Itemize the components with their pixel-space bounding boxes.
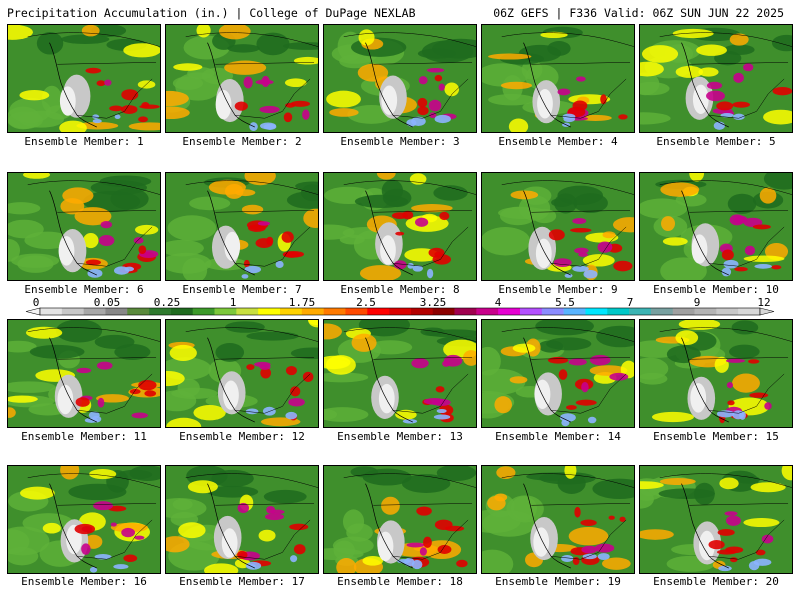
ensemble-map-panel bbox=[639, 319, 793, 428]
ensemble-member-label: Ensemble Member: 9 bbox=[498, 283, 618, 296]
precipitation-colorbar: 0 0.05 0.25 1 1.75 2.5 3.25 4 5.5 7 9 12 bbox=[25, 297, 775, 316]
ensemble-member-label: Ensemble Member: 3 bbox=[340, 135, 460, 148]
ensemble-member-label: Ensemble Member: 2 bbox=[182, 135, 302, 148]
ensemble-map-panel bbox=[7, 24, 161, 133]
ensemble-member-label: Ensemble Member: 15 bbox=[653, 430, 779, 443]
colorbar-swatch bbox=[476, 308, 499, 315]
colorbar-swatch bbox=[389, 308, 412, 315]
colorbar-swatch bbox=[214, 308, 237, 315]
ensemble-map-panel bbox=[323, 172, 477, 281]
colorbar-tick-label: 7 bbox=[627, 297, 634, 309]
ensemble-member-label: Ensemble Member: 4 bbox=[498, 135, 618, 148]
ensemble-map-panel bbox=[7, 319, 161, 428]
ensemble-member-label: Ensemble Member: 13 bbox=[337, 430, 463, 443]
colorbar-swatch bbox=[650, 308, 674, 315]
ensemble-member-label: Ensemble Member: 18 bbox=[337, 575, 463, 588]
ensemble-map-panel bbox=[639, 24, 793, 133]
colorbar-swatch bbox=[83, 308, 106, 315]
ensemble-map-panel bbox=[7, 172, 161, 281]
ensemble-member-label: Ensemble Member: 1 bbox=[24, 135, 144, 148]
chart-title: Precipitation Accumulation (in.) | Colle… bbox=[7, 6, 416, 20]
colorbar-swatch bbox=[192, 308, 215, 315]
colorbar-tick-label: 3.25 bbox=[420, 297, 447, 309]
colorbar-swatch bbox=[61, 308, 84, 315]
colorbar-swatch bbox=[345, 308, 368, 315]
colorbar-swatch bbox=[607, 308, 630, 315]
colorbar-swatch bbox=[520, 308, 543, 315]
colorbar-swatch bbox=[454, 308, 477, 315]
ensemble-member-label: Ensemble Member: 12 bbox=[179, 430, 305, 443]
ensemble-map-panel bbox=[323, 465, 477, 574]
colorbar-swatch bbox=[629, 308, 652, 315]
ensemble-member-label: Ensemble Member: 17 bbox=[179, 575, 305, 588]
colorbar-swatch bbox=[498, 308, 521, 315]
model-run-info: 06Z GEFS | F336 Valid: 06Z SUN JUN 22 20… bbox=[493, 6, 784, 20]
ensemble-member-label: Ensemble Member: 10 bbox=[653, 283, 779, 296]
ensemble-map-panel bbox=[639, 465, 793, 574]
ensemble-member-label: Ensemble Member: 8 bbox=[340, 283, 460, 296]
colorbar-swatch bbox=[738, 308, 761, 315]
colorbar-swatch bbox=[410, 308, 434, 315]
colorbar-tick-label: 0.05 bbox=[94, 297, 121, 309]
ensemble-map-panel bbox=[7, 465, 161, 574]
colorbar-tick-label: 4 bbox=[495, 297, 502, 309]
colorbar-tick-label: 1 bbox=[230, 297, 237, 309]
ensemble-map-panel bbox=[165, 172, 319, 281]
ensemble-map-panel bbox=[165, 465, 319, 574]
colorbar-tick-label: 1.75 bbox=[289, 297, 316, 309]
colorbar-swatch bbox=[258, 308, 281, 315]
colorbar-swatch bbox=[432, 308, 455, 315]
colorbar-left-arrow bbox=[25, 307, 41, 316]
ensemble-map-panel bbox=[481, 319, 635, 428]
colorbar-tick-label: 0.25 bbox=[154, 297, 181, 309]
ensemble-map-panel bbox=[165, 319, 319, 428]
colorbar-swatch bbox=[301, 308, 324, 315]
ensemble-map-panel bbox=[323, 319, 477, 428]
colorbar-right-arrow bbox=[759, 307, 775, 316]
colorbar-swatch bbox=[694, 308, 717, 315]
ensemble-member-label: Ensemble Member: 16 bbox=[21, 575, 147, 588]
ensemble-member-label: Ensemble Member: 11 bbox=[21, 430, 147, 443]
ensemble-member-label: Ensemble Member: 20 bbox=[653, 575, 779, 588]
colorbar-swatch bbox=[367, 308, 390, 315]
colorbar-tick-label: 2.5 bbox=[356, 297, 376, 309]
colorbar-swatch bbox=[149, 308, 172, 315]
ensemble-member-label: Ensemble Member: 5 bbox=[656, 135, 776, 148]
colorbar-swatch bbox=[280, 308, 303, 315]
ensemble-member-label: Ensemble Member: 7 bbox=[182, 283, 302, 296]
ensemble-member-label: Ensemble Member: 14 bbox=[495, 430, 621, 443]
ensemble-map-panel bbox=[481, 172, 635, 281]
ensemble-map-panel bbox=[481, 465, 635, 574]
colorbar-swatch bbox=[672, 308, 695, 315]
colorbar-tick-label: 9 bbox=[694, 297, 701, 309]
ensemble-map-panel bbox=[323, 24, 477, 133]
ensemble-map-panel bbox=[639, 172, 793, 281]
colorbar-swatch bbox=[236, 308, 259, 315]
colorbar-swatch bbox=[563, 308, 586, 315]
colorbar-swatch bbox=[716, 308, 739, 315]
colorbar-tick-label: 0 bbox=[33, 297, 40, 309]
colorbar-swatch bbox=[170, 308, 194, 315]
colorbar-tick-label: 5.5 bbox=[555, 297, 575, 309]
colorbar-swatch bbox=[541, 308, 564, 315]
ensemble-map-panel bbox=[481, 24, 635, 133]
colorbar-swatch bbox=[127, 308, 150, 315]
ensemble-member-label: Ensemble Member: 19 bbox=[495, 575, 621, 588]
colorbar-swatch bbox=[40, 308, 63, 315]
colorbar-swatch bbox=[585, 308, 608, 315]
colorbar-swatch bbox=[105, 308, 128, 315]
ensemble-member-label: Ensemble Member: 6 bbox=[24, 283, 144, 296]
colorbar-tick-label: 12 bbox=[757, 297, 770, 309]
colorbar-swatch bbox=[323, 308, 346, 315]
ensemble-map-panel bbox=[165, 24, 319, 133]
